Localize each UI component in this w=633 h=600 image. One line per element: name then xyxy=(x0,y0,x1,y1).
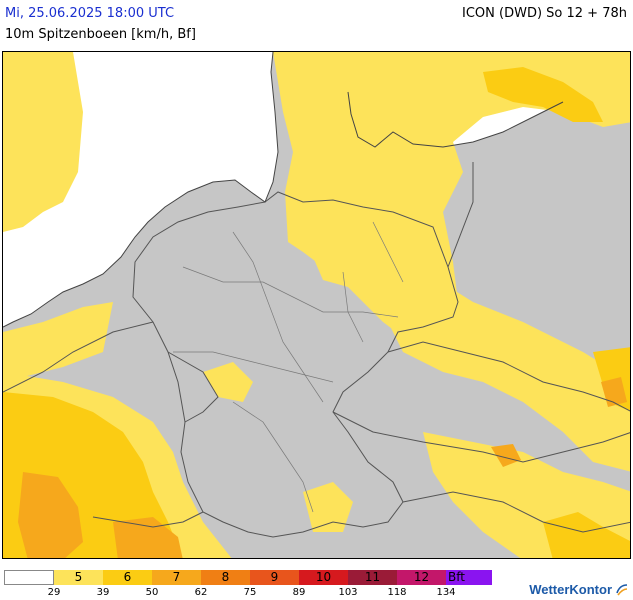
gust-scale-legend: 5 6 7 8 9 10 11 12 Bft xyxy=(4,570,492,585)
legend-tick-label: 50 xyxy=(145,587,159,598)
legend-tick-label: 89 xyxy=(292,587,306,598)
brand-logo: WetterKontor xyxy=(529,582,629,597)
gust-area xyxy=(543,512,630,558)
gust-area xyxy=(383,277,630,472)
legend-tick-label: 29 xyxy=(47,587,61,598)
legend-swatch: Bft xyxy=(446,570,492,585)
legend-swatch: 12 xyxy=(397,570,446,585)
legend-tick-label: 103 xyxy=(338,587,358,598)
parameter-label: 10m Spitzenboeen [km/h, Bf] xyxy=(5,27,196,42)
lux-border xyxy=(167,351,219,423)
czech-border-south xyxy=(332,411,630,463)
legend-swatch: 9 xyxy=(250,570,299,585)
gust-area xyxy=(601,377,627,407)
legend-swatch: 7 xyxy=(152,570,201,585)
gust-area xyxy=(3,302,113,382)
gust-area xyxy=(203,362,253,402)
state-border xyxy=(342,271,364,343)
model-run-label: ICON (DWD) So 12 + 78h xyxy=(462,6,627,21)
gust-bft7-areas xyxy=(18,377,627,558)
gust-bft5-areas xyxy=(3,52,630,558)
gust-map xyxy=(2,51,631,559)
gust-area xyxy=(18,472,83,558)
brand-mark-icon xyxy=(616,583,628,595)
country-borders xyxy=(3,162,630,538)
state-border xyxy=(232,401,314,513)
legend-ticks: 29 39 50 62 75 89 103 118 134 xyxy=(0,587,520,600)
austria-border xyxy=(402,491,630,533)
legend-swatch: 11 xyxy=(348,570,397,585)
germany-border xyxy=(132,191,459,538)
legend-tick-label: 62 xyxy=(194,587,208,598)
legend-swatch xyxy=(4,570,54,585)
legend-tick-label: 134 xyxy=(436,587,456,598)
legend-tick-label: 75 xyxy=(243,587,257,598)
gust-area xyxy=(483,67,603,122)
benelux-border xyxy=(3,321,154,393)
state-borders xyxy=(173,221,404,513)
state-border xyxy=(182,266,399,318)
legend-swatch: 8 xyxy=(201,570,250,585)
gust-area xyxy=(3,52,83,232)
gust-area xyxy=(491,444,521,467)
swiss-border xyxy=(92,511,204,528)
gust-area xyxy=(303,482,353,532)
map-canvas xyxy=(3,52,630,558)
coastlines xyxy=(3,52,564,328)
czech-border-north xyxy=(387,341,630,412)
coastline-baltic xyxy=(347,91,564,148)
gust-area xyxy=(113,517,183,558)
state-border xyxy=(372,221,404,283)
gust-area xyxy=(273,52,630,337)
state-border xyxy=(232,231,324,403)
legend-swatch: 5 xyxy=(54,570,103,585)
poland-border xyxy=(447,162,474,268)
legend-tick-label: 118 xyxy=(387,587,407,598)
legend-swatch: 6 xyxy=(103,570,152,585)
legend-tick-label: 39 xyxy=(96,587,110,598)
legend-swatch: 10 xyxy=(299,570,348,585)
brand-name: WetterKontor xyxy=(529,582,612,597)
state-border xyxy=(173,351,334,383)
coastline-north-sea xyxy=(3,52,279,328)
forecast-datetime: Mi, 25.06.2025 18:00 UTC xyxy=(5,6,175,21)
gust-area xyxy=(313,257,363,287)
